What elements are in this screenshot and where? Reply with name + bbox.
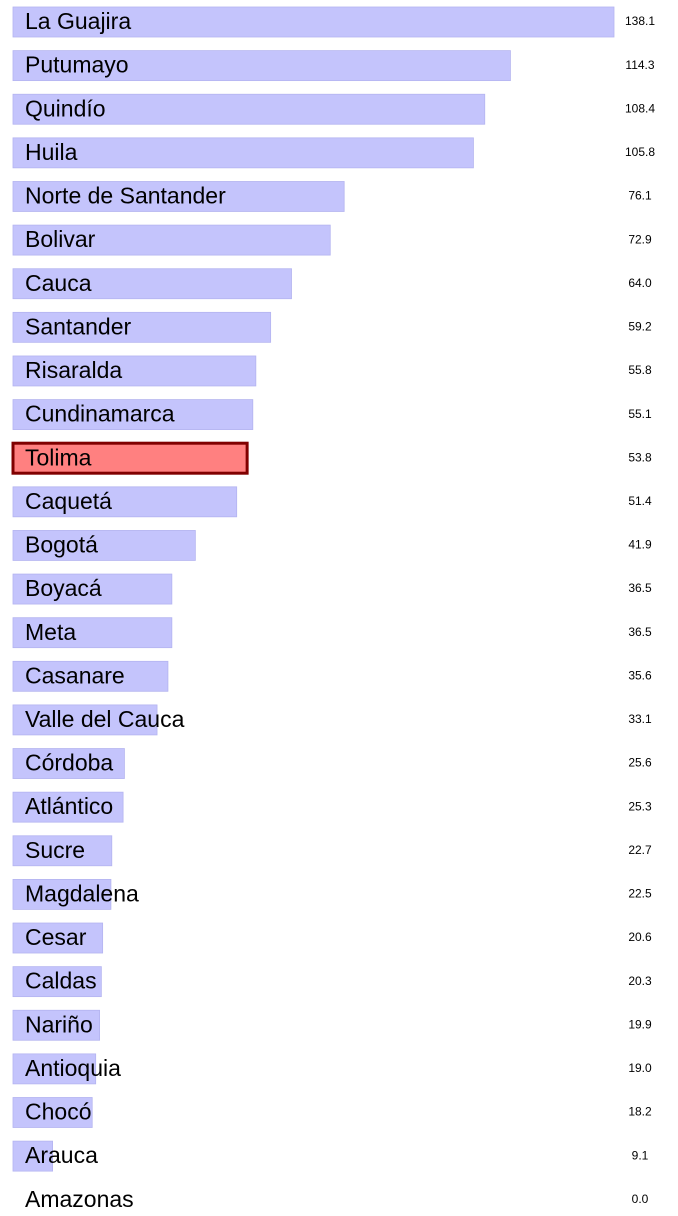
value-label: 53.8 (628, 450, 652, 464)
category-label: Norte de Santander (25, 183, 226, 209)
bar (12, 355, 257, 387)
category-label: Córdoba (25, 750, 113, 776)
category-label: Cesar (25, 924, 87, 950)
bar (12, 486, 238, 518)
category-label: Valle del Cauca (25, 706, 185, 732)
bar (12, 835, 113, 867)
category-label: Antioquia (25, 1055, 121, 1081)
bar (12, 530, 196, 561)
category-label: Huila (25, 139, 78, 165)
value-label: 36.5 (628, 625, 652, 639)
category-label: Boyacá (25, 575, 102, 601)
value-label: 72.9 (628, 232, 652, 246)
value-label: 25.3 (628, 799, 652, 813)
bar (12, 1053, 97, 1085)
bar (12, 399, 254, 430)
category-label: Caldas (25, 968, 97, 994)
category-label: Arauca (25, 1142, 98, 1168)
category-label: Atlántico (25, 793, 113, 819)
value-label: 33.1 (628, 712, 652, 726)
bar (12, 573, 173, 605)
category-label: Meta (25, 619, 76, 645)
value-label: 64.0 (628, 276, 652, 290)
bar (12, 879, 112, 910)
bar (12, 922, 104, 954)
value-label: 105.8 (625, 145, 655, 159)
value-label: 22.5 (628, 887, 652, 901)
category-label: Cauca (25, 270, 92, 296)
category-label: Chocó (25, 1099, 91, 1125)
category-label: Casanare (25, 662, 125, 688)
bar (12, 1140, 54, 1172)
value-label: 19.9 (628, 1017, 652, 1031)
value-label: 18.2 (628, 1105, 652, 1119)
value-label: 51.4 (628, 494, 652, 508)
category-label: Putumayo (25, 52, 129, 78)
bar (12, 966, 102, 998)
value-label: 59.2 (628, 320, 652, 334)
bar (12, 1009, 101, 1041)
bar (12, 704, 158, 736)
bar (12, 660, 169, 692)
value-label: 35.6 (628, 668, 652, 682)
value-label: 55.1 (628, 407, 652, 421)
bar (12, 137, 474, 169)
bar (12, 224, 331, 256)
value-label: 19.0 (628, 1061, 652, 1075)
category-label: Quindío (25, 95, 106, 121)
value-label: 108.4 (625, 101, 655, 115)
category-label: Magdalena (25, 880, 139, 906)
value-label: 55.8 (628, 363, 652, 377)
value-label: 41.9 (628, 538, 652, 552)
bar (12, 181, 345, 212)
category-label: Nariño (25, 1011, 93, 1037)
category-label: Bolivar (25, 226, 96, 252)
value-label: 76.1 (628, 189, 652, 203)
bar (12, 617, 173, 649)
bar (12, 1097, 93, 1128)
category-label: Risaralda (25, 357, 122, 383)
value-label: 9.1 (632, 1148, 649, 1162)
value-label: 114.3 (625, 58, 654, 72)
category-label: Bogotá (25, 532, 98, 558)
value-label: 20.6 (628, 930, 652, 944)
value-label: 36.5 (628, 581, 652, 595)
bar (12, 50, 511, 82)
value-label: 20.3 (628, 974, 652, 988)
value-label: 22.7 (628, 843, 652, 857)
category-label: Santander (25, 313, 131, 339)
bar (12, 6, 615, 38)
category-label: Sucre (25, 837, 85, 863)
bar (12, 268, 292, 300)
bar (12, 748, 125, 779)
category-label: Cundinamarca (25, 401, 175, 427)
value-label: 138.1 (625, 14, 655, 28)
bar (12, 791, 124, 823)
category-label: La Guajira (25, 8, 131, 34)
value-label: 0.0 (632, 1192, 649, 1206)
bar (12, 93, 486, 125)
category-label: Caquetá (25, 488, 112, 514)
category-label: Tolima (25, 444, 92, 470)
value-label: 25.6 (628, 756, 652, 770)
bar (12, 311, 272, 343)
bar (11, 441, 249, 475)
category-label: Amazonas (25, 1186, 134, 1212)
